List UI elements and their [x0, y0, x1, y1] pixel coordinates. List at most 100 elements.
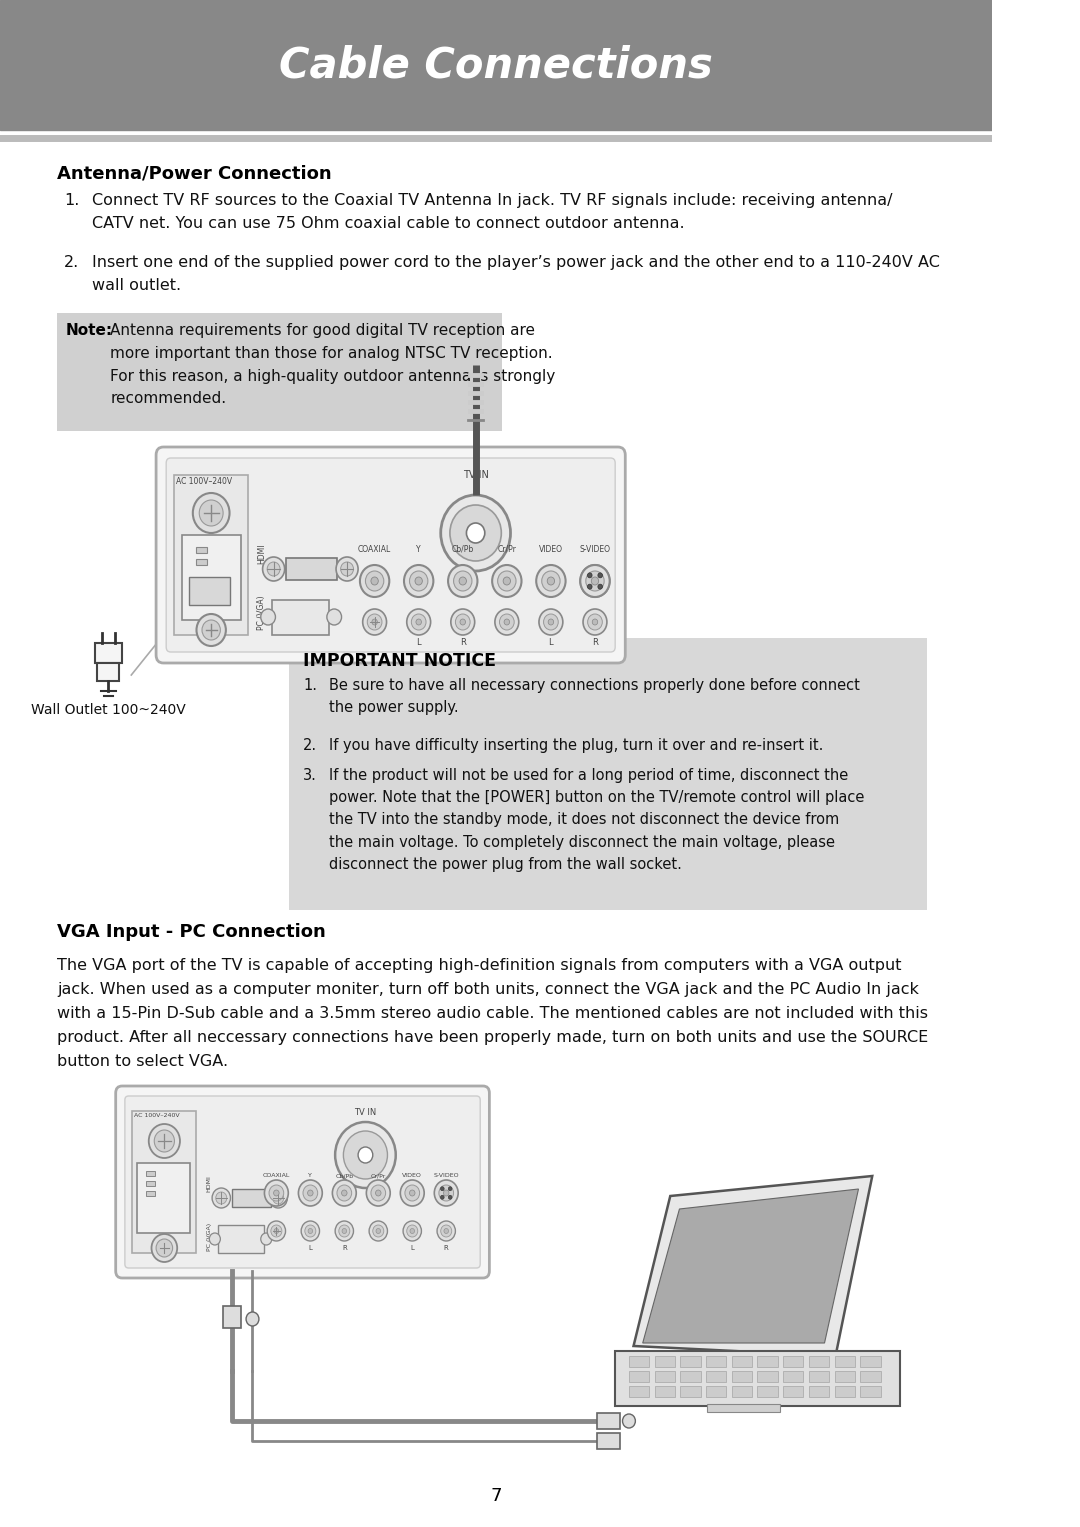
- Circle shape: [363, 609, 387, 635]
- Bar: [95, 643, 122, 663]
- FancyBboxPatch shape: [125, 1096, 481, 1267]
- Text: Connect TV RF sources to the Coaxial TV Antenna In jack. TV RF signals include: : Connect TV RF sources to the Coaxial TV …: [92, 192, 892, 232]
- Circle shape: [336, 557, 359, 580]
- Circle shape: [216, 1193, 227, 1203]
- Circle shape: [365, 571, 383, 591]
- Circle shape: [448, 1196, 451, 1199]
- Circle shape: [376, 1190, 381, 1196]
- Circle shape: [342, 1229, 347, 1234]
- Circle shape: [598, 585, 603, 589]
- Circle shape: [273, 1190, 279, 1196]
- Circle shape: [539, 609, 563, 635]
- Text: R: R: [444, 1245, 448, 1251]
- Bar: [175, 475, 248, 635]
- Circle shape: [154, 1130, 175, 1151]
- Bar: [680, 1387, 701, 1397]
- Circle shape: [369, 1222, 388, 1241]
- Circle shape: [580, 565, 610, 597]
- Circle shape: [450, 505, 501, 560]
- Circle shape: [269, 1188, 287, 1208]
- Circle shape: [585, 571, 604, 591]
- Circle shape: [303, 1185, 318, 1202]
- Circle shape: [459, 577, 467, 585]
- Bar: [809, 1356, 829, 1367]
- Bar: [783, 1387, 804, 1397]
- Circle shape: [580, 565, 610, 597]
- Circle shape: [492, 565, 522, 597]
- Circle shape: [404, 565, 433, 597]
- Circle shape: [438, 1185, 454, 1202]
- Bar: [861, 1356, 880, 1367]
- Circle shape: [372, 618, 377, 625]
- Bar: [835, 1356, 854, 1367]
- Text: Insert one end of the supplied power cord to the player’s power jack and the oth: Insert one end of the supplied power cor…: [92, 255, 940, 293]
- Circle shape: [495, 609, 518, 635]
- Circle shape: [267, 562, 280, 576]
- Bar: [597, 1412, 620, 1429]
- Circle shape: [197, 614, 226, 646]
- Circle shape: [503, 577, 511, 585]
- Text: Antenna requirements for good digital TV reception are
more important than those: Antenna requirements for good digital TV…: [110, 324, 555, 406]
- Text: Cable Connections: Cable Connections: [279, 44, 713, 86]
- Polygon shape: [634, 1176, 873, 1356]
- Text: AC 100V–240V: AC 100V–240V: [134, 1113, 179, 1118]
- Circle shape: [441, 1186, 444, 1191]
- Circle shape: [335, 1122, 395, 1188]
- Bar: [195, 559, 206, 565]
- Text: AC 100V–240V: AC 100V–240V: [176, 476, 232, 486]
- Circle shape: [409, 1190, 415, 1196]
- Text: COAXIAL: COAXIAL: [357, 545, 391, 554]
- Circle shape: [460, 618, 465, 625]
- Circle shape: [588, 585, 592, 589]
- Text: Cr/Pr: Cr/Pr: [498, 545, 516, 554]
- Circle shape: [337, 1185, 352, 1202]
- Circle shape: [598, 573, 603, 577]
- Circle shape: [246, 1312, 259, 1325]
- Bar: [706, 1356, 726, 1367]
- Text: 2.: 2.: [303, 738, 318, 753]
- Circle shape: [151, 1234, 177, 1261]
- Circle shape: [262, 557, 285, 580]
- Bar: [146, 1191, 156, 1196]
- Bar: [286, 557, 337, 580]
- FancyBboxPatch shape: [157, 447, 625, 663]
- Bar: [132, 1112, 197, 1254]
- Bar: [680, 1371, 701, 1382]
- Circle shape: [210, 1232, 220, 1245]
- Circle shape: [536, 565, 566, 597]
- Circle shape: [467, 524, 485, 544]
- Text: 1.: 1.: [303, 678, 318, 693]
- Text: HDMI: HDMI: [257, 544, 266, 563]
- Bar: [783, 1371, 804, 1382]
- Text: VGA Input - PC Connection: VGA Input - PC Connection: [57, 922, 326, 941]
- Circle shape: [265, 1180, 288, 1206]
- Circle shape: [405, 1185, 420, 1202]
- Circle shape: [622, 1414, 635, 1428]
- Bar: [0, 0, 991, 130]
- Circle shape: [592, 618, 597, 625]
- Circle shape: [333, 1180, 356, 1206]
- Bar: [189, 577, 230, 605]
- Text: PC (VGA): PC (VGA): [257, 596, 266, 629]
- Circle shape: [407, 609, 431, 635]
- Circle shape: [339, 1225, 350, 1237]
- Text: 3.: 3.: [303, 768, 316, 783]
- Bar: [861, 1371, 880, 1382]
- Circle shape: [441, 1196, 444, 1199]
- Text: Cr/Pr: Cr/Pr: [370, 1173, 386, 1177]
- Bar: [732, 1387, 752, 1397]
- Circle shape: [272, 1193, 284, 1203]
- Bar: [597, 1432, 620, 1449]
- Text: R: R: [592, 638, 598, 647]
- Circle shape: [157, 1238, 173, 1257]
- Bar: [809, 1371, 829, 1382]
- Circle shape: [271, 1225, 282, 1237]
- Circle shape: [407, 1225, 418, 1237]
- Circle shape: [267, 1222, 285, 1241]
- Bar: [706, 1371, 726, 1382]
- Bar: [707, 1403, 781, 1412]
- Bar: [757, 1356, 778, 1367]
- Text: Be sure to have all necessary connections properly done before connect
the power: Be sure to have all necessary connection…: [328, 678, 860, 715]
- Circle shape: [360, 565, 389, 597]
- Bar: [732, 1371, 752, 1382]
